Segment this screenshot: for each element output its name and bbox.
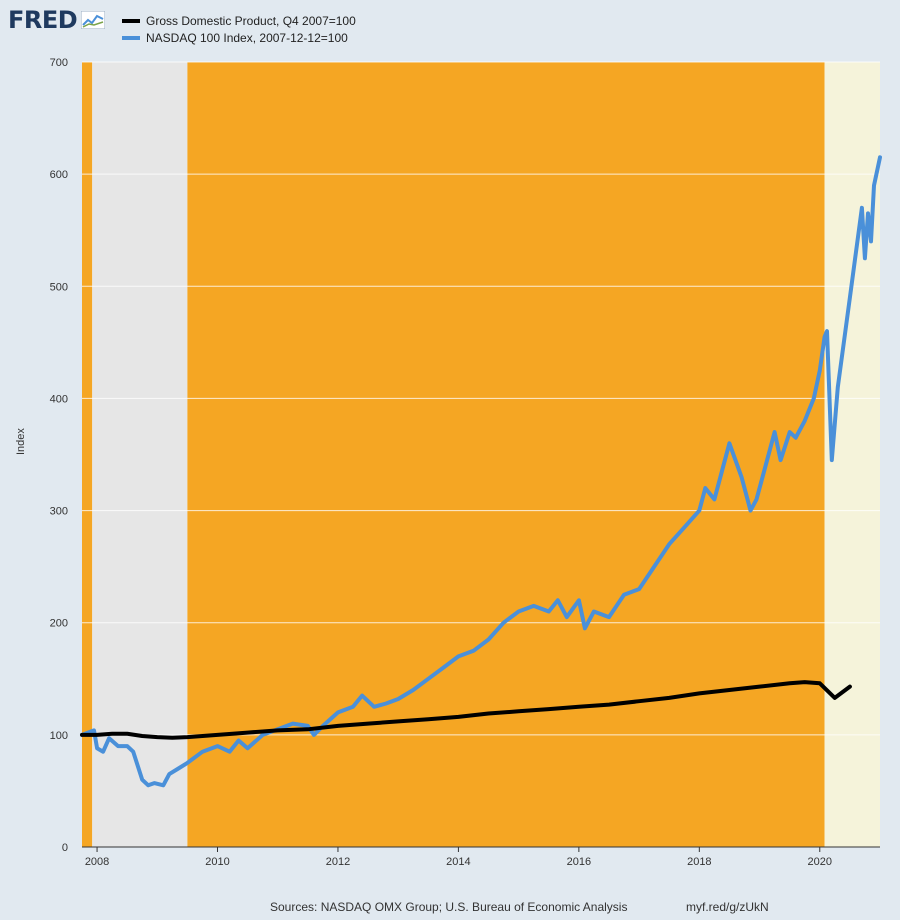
y-tick-label-500: 500 <box>50 281 68 293</box>
footer-link[interactable]: myf.red/g/zUkN <box>686 900 769 914</box>
legend-item-nasdaq: NASDAQ 100 Index, 2007-12-12=100 <box>122 29 356 46</box>
y-tick-label-700: 700 <box>50 57 68 69</box>
y-tick-label-100: 100 <box>50 730 68 742</box>
series-line-nasdaq <box>80 155 882 788</box>
x-tick-label-2008: 2008 <box>85 856 109 868</box>
chart-legend: Gross Domestic Product, Q4 2007=100 NASD… <box>122 12 356 46</box>
legend-item-gdp: Gross Domestic Product, Q4 2007=100 <box>122 12 356 29</box>
y-tick-label-0: 0 <box>62 842 68 854</box>
x-tick-label-2012: 2012 <box>326 856 350 868</box>
y-tick-label-600: 600 <box>50 169 68 181</box>
fred-logo[interactable]: FRED <box>8 6 106 34</box>
x-tick-label-2014: 2014 <box>446 856 470 868</box>
logo-text: FRED <box>8 6 78 34</box>
x-tick-label-2020: 2020 <box>808 856 832 868</box>
logo-graph-icon <box>81 11 106 29</box>
series-line-gdp <box>80 680 852 740</box>
legend-label-gdp: Gross Domestic Product, Q4 2007=100 <box>146 13 356 28</box>
y-tick-label-300: 300 <box>50 506 68 518</box>
shaded-region-2 <box>187 62 825 847</box>
legend-swatch-nasdaq <box>122 35 140 40</box>
y-tick-label-200: 200 <box>50 618 68 630</box>
legend-label-nasdaq: NASDAQ 100 Index, 2007-12-12=100 <box>146 30 348 45</box>
shaded-region-1 <box>92 62 188 847</box>
x-tick-label-2016: 2016 <box>567 856 591 868</box>
y-tick-label-400: 400 <box>50 393 68 405</box>
legend-swatch-gdp <box>122 18 140 23</box>
footer-sources: Sources: NASDAQ OMX Group; U.S. Bureau o… <box>270 900 628 914</box>
x-tick-label-2018: 2018 <box>687 856 711 868</box>
shaded-region-0 <box>82 62 93 847</box>
x-tick-label-2010: 2010 <box>205 856 229 868</box>
